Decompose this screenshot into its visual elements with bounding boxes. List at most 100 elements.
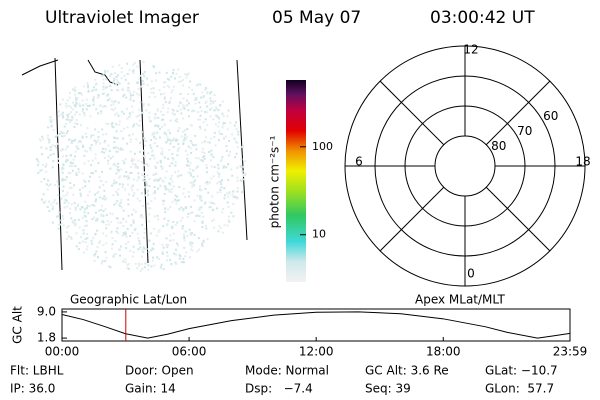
pixel [115, 123, 118, 126]
pixel [51, 144, 54, 147]
pixel [81, 99, 84, 102]
pixel [52, 201, 55, 204]
pixel [71, 220, 74, 223]
pixel [195, 96, 198, 99]
pixel [97, 162, 100, 165]
pixel [73, 155, 76, 158]
pixel [140, 213, 143, 216]
pixel [95, 142, 98, 145]
pixel [55, 146, 58, 149]
pixel [197, 111, 200, 114]
pixel [155, 79, 158, 82]
pixel [184, 150, 187, 153]
pixel [80, 124, 83, 127]
pixel [202, 156, 205, 159]
pixel [141, 79, 144, 82]
pixel [234, 140, 237, 143]
pixel [192, 92, 195, 95]
pixel [151, 134, 154, 137]
pixel [53, 198, 56, 201]
pixel [151, 149, 154, 152]
pixel [201, 221, 204, 224]
pixel [87, 86, 90, 89]
pixel [132, 219, 135, 222]
pixel [141, 216, 144, 219]
pixel [156, 214, 159, 217]
pixel [226, 145, 229, 148]
pixel [135, 115, 138, 118]
pixel [156, 131, 159, 134]
pixel [78, 241, 81, 244]
pixel [123, 127, 126, 130]
pixel [172, 139, 175, 142]
pixel [104, 208, 107, 211]
pixel [75, 232, 78, 235]
pixel [202, 95, 205, 98]
pixel [122, 95, 125, 98]
pixel [106, 70, 109, 73]
pixel [39, 139, 42, 142]
pixel [114, 99, 117, 102]
pixel [121, 234, 124, 237]
pixel [100, 110, 103, 113]
pixel [154, 166, 157, 169]
pixel [168, 182, 171, 185]
pixel [174, 164, 177, 167]
pixel [70, 238, 73, 241]
pixel [222, 122, 225, 125]
pixel [193, 184, 196, 187]
pixel [57, 161, 60, 164]
x-tick-label: 12:00 [299, 345, 334, 359]
pixel [73, 184, 76, 187]
pixel [119, 175, 122, 178]
pixel [86, 237, 89, 240]
pixel [106, 122, 109, 125]
polar-spoke [485, 186, 551, 252]
pixel [84, 180, 87, 183]
pixel [165, 237, 168, 240]
pixel [36, 164, 39, 167]
pixel [167, 208, 170, 211]
pixel [169, 183, 172, 186]
pixel [49, 183, 52, 186]
pixel [212, 100, 215, 103]
pixel [116, 112, 119, 115]
pixel [129, 94, 132, 97]
pixel [150, 139, 153, 142]
pixel [94, 78, 97, 81]
pixel [117, 169, 120, 172]
pixel [141, 111, 144, 114]
pixel [65, 231, 68, 234]
pixel [188, 256, 191, 259]
pixel [203, 154, 206, 157]
pixel [65, 118, 68, 121]
pixel [211, 195, 214, 198]
pixel [97, 95, 100, 98]
pixel [129, 150, 132, 153]
pixel [174, 224, 177, 227]
pixel [90, 242, 93, 245]
pixel [105, 197, 108, 200]
pixel [196, 165, 199, 168]
pixel [147, 194, 150, 197]
info-field: Door: Open [125, 364, 194, 378]
pixel [47, 126, 50, 129]
pixel [222, 166, 225, 169]
pixel [217, 167, 220, 170]
pixel [117, 74, 120, 77]
pixel [137, 175, 140, 178]
pixel [153, 190, 156, 193]
pixel [47, 156, 50, 159]
pixel [89, 164, 92, 167]
orbit-line [61, 311, 571, 339]
pixel [218, 130, 221, 133]
pixel [149, 144, 152, 147]
pixel [201, 244, 204, 247]
pixel [199, 194, 202, 197]
pixel [164, 132, 167, 135]
pixel [57, 194, 60, 197]
pixel [56, 142, 59, 145]
pixel [84, 208, 87, 211]
pixel [138, 124, 141, 127]
pixel [134, 166, 137, 169]
